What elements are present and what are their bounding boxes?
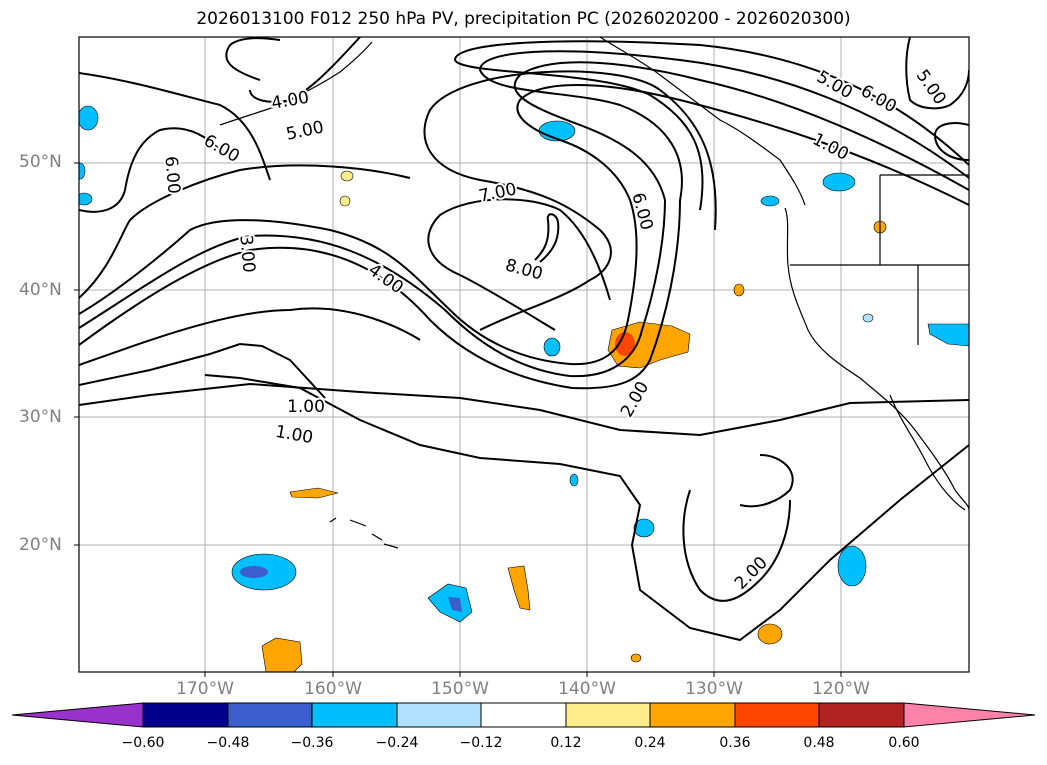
coastline <box>784 207 969 511</box>
precip-patch <box>757 623 783 645</box>
pv-contour <box>79 164 411 299</box>
contour-label: 1.00 <box>287 397 325 417</box>
gridlines <box>79 37 969 672</box>
pv-contour <box>79 342 326 399</box>
pv-contour <box>478 50 969 201</box>
contour-label: 6.00 <box>160 155 183 194</box>
precip-patch <box>543 337 561 357</box>
precip-patch <box>569 473 579 487</box>
pv-contour <box>79 307 421 366</box>
precip-patch <box>79 192 93 206</box>
lon-label-160w: 160°W <box>304 679 362 699</box>
colorbar-tick-label: 0.12 <box>550 735 582 751</box>
colorbar-extend-left <box>11 702 144 728</box>
pv-contour <box>682 489 791 602</box>
precip-patch <box>837 545 867 587</box>
pv-contour <box>516 84 969 206</box>
colorbar-tick-label: −0.12 <box>459 735 503 751</box>
colorbar-tick-label: −0.48 <box>206 735 250 751</box>
lat-label-30n: 30°N <box>19 407 62 427</box>
ticks <box>74 162 842 677</box>
precip-patch <box>289 487 339 499</box>
lat-label-20n: 20°N <box>19 535 62 555</box>
precip-patches <box>79 105 969 672</box>
colorbar-tick-label: 0.48 <box>803 735 835 751</box>
colorbar-segment <box>565 702 651 728</box>
colorbar-tick-label: −0.36 <box>290 735 334 751</box>
chart-title: 2026013100 F012 250 hPa PV, precipitatio… <box>196 9 851 29</box>
pv-contour <box>933 122 969 161</box>
pv-contour <box>204 374 969 642</box>
precip-patch <box>822 172 856 192</box>
lon-label-170w: 170°W <box>176 679 234 699</box>
lat-label-40n: 40°N <box>19 280 62 300</box>
coastline <box>329 517 399 549</box>
colorbar-tick-label: 0.24 <box>634 735 666 751</box>
pv-contour <box>79 199 638 366</box>
pv-contour <box>739 454 794 508</box>
pv-contour <box>423 70 717 331</box>
lon-label-150w: 150°W <box>431 679 489 699</box>
pv-contour <box>513 61 969 201</box>
precip-patch <box>339 195 351 207</box>
precip-patch <box>633 518 655 538</box>
pv-contours <box>79 37 969 642</box>
pv-contour <box>453 40 969 211</box>
pv-contour <box>905 37 969 110</box>
colorbar-tick-label: −0.24 <box>375 735 419 751</box>
pv-contour <box>225 37 281 81</box>
colorbar-segment <box>734 702 820 728</box>
contour-label: 3.00 <box>235 234 258 273</box>
coastline <box>219 41 373 126</box>
precip-patch <box>79 105 99 131</box>
precip-patch <box>240 566 268 578</box>
lon-label-120w: 120°W <box>812 679 870 699</box>
lat-label-50n: 50°N <box>19 152 62 172</box>
pv-contour <box>79 199 681 390</box>
coastline <box>599 37 806 206</box>
colorbar-segment <box>480 702 567 728</box>
precip-patch <box>760 195 780 207</box>
precip-patch <box>733 283 745 297</box>
precip-patch <box>79 162 86 180</box>
precip-patch <box>862 313 874 323</box>
colorbar-segment <box>227 702 313 728</box>
colorbar-tick-label: 0.60 <box>888 735 920 751</box>
colorbar-extend-right <box>903 702 1036 728</box>
colorbar-tick-label: 0.36 <box>719 735 751 751</box>
colorbar <box>11 702 1036 728</box>
precip-patch <box>340 170 354 182</box>
precip-patch <box>261 637 303 672</box>
map-frame <box>78 36 970 673</box>
precip-patch <box>630 653 642 663</box>
pv-contour <box>79 382 969 437</box>
colorbar-tick-label: −0.60 <box>121 735 165 751</box>
precip-patch <box>507 565 531 611</box>
pv-contour <box>79 199 666 378</box>
colorbar-segment <box>649 702 736 728</box>
coastlines <box>219 37 969 549</box>
pv-contour <box>79 127 221 213</box>
pv-contour <box>534 213 560 263</box>
colorbar-segment <box>818 702 905 728</box>
precip-patch <box>615 332 635 356</box>
pv-contour <box>79 72 271 181</box>
colorbar-segment <box>311 702 398 728</box>
colorbar-segment <box>396 702 482 728</box>
precip-patch <box>927 323 969 347</box>
pv-contour <box>427 198 611 331</box>
lon-label-130w: 130°W <box>685 679 743 699</box>
lon-label-140w: 140°W <box>558 679 616 699</box>
coastline <box>889 394 966 511</box>
coastline <box>790 174 969 345</box>
colorbar-segment <box>142 702 229 728</box>
precip-patch <box>448 597 462 612</box>
